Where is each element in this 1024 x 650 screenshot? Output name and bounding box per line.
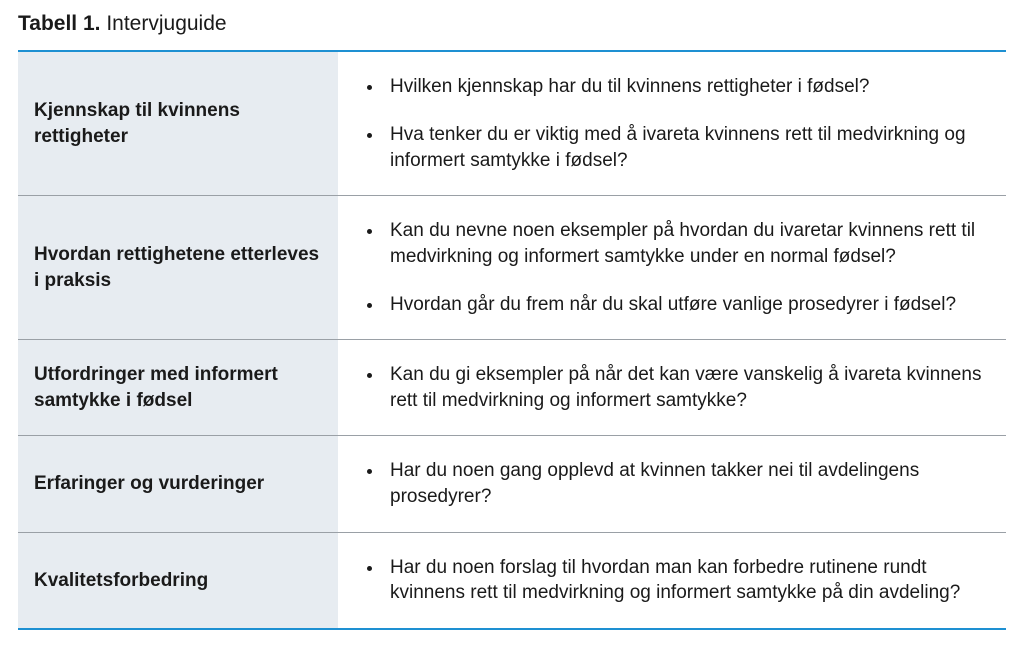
table-row: Kvalitetsforbedring Har du noen forslag … xyxy=(18,532,1006,628)
row-items-cell: Hvilken kjennskap har du til kvinnens re… xyxy=(338,52,1006,195)
row-items: Hvilken kjennskap har du til kvinnens re… xyxy=(344,70,992,177)
table-row: Hvordan rettighetene etterleves i praksi… xyxy=(18,196,1006,340)
table-caption: Tabell 1. Intervjuguide xyxy=(18,10,1006,38)
list-item: Har du noen gang opplevd at kvinnen takk… xyxy=(384,454,992,513)
table-row: Utfordringer med informert samtykke i fø… xyxy=(18,340,1006,436)
list-item: Hva tenker du er viktig med å ivareta kv… xyxy=(384,118,992,177)
row-items-cell: Kan du gi eksempler på når det kan være … xyxy=(338,340,1006,436)
row-items: Kan du gi eksempler på når det kan være … xyxy=(344,358,992,417)
table-body: Kjennskap til kvinnens rettigheter Hvilk… xyxy=(18,52,1006,628)
table-caption-title: Intervjuguide xyxy=(106,12,226,35)
row-items-cell: Har du noen forslag til hvordan man kan … xyxy=(338,532,1006,628)
row-items: Har du noen gang opplevd at kvinnen takk… xyxy=(344,454,992,513)
bottom-rule xyxy=(18,628,1006,630)
list-item: Kan du gi eksempler på når det kan være … xyxy=(384,358,992,417)
row-items: Har du noen forslag til hvordan man kan … xyxy=(344,551,992,610)
interview-guide-table: Kjennskap til kvinnens rettigheter Hvilk… xyxy=(18,52,1006,628)
table-caption-label: Tabell 1. xyxy=(18,12,100,35)
row-items: Kan du nevne noen eksempler på hvordan d… xyxy=(344,214,992,321)
row-heading: Erfaringer og vurderinger xyxy=(18,436,338,532)
row-items-cell: Har du noen gang opplevd at kvinnen takk… xyxy=(338,436,1006,532)
list-item: Kan du nevne noen eksempler på hvordan d… xyxy=(384,214,992,273)
row-heading: Utfordringer med informert samtykke i fø… xyxy=(18,340,338,436)
row-items-cell: Kan du nevne noen eksempler på hvordan d… xyxy=(338,196,1006,340)
row-heading: Kjennskap til kvinnens rettigheter xyxy=(18,52,338,195)
list-item: Hvordan går du frem når du skal utføre v… xyxy=(384,288,992,322)
row-heading: Hvordan rettighetene etterleves i praksi… xyxy=(18,196,338,340)
table-row: Erfaringer og vurderinger Har du noen ga… xyxy=(18,436,1006,532)
table-figure: Tabell 1. Intervjuguide Kjennskap til kv… xyxy=(0,0,1024,650)
list-item: Har du noen forslag til hvordan man kan … xyxy=(384,551,992,610)
table-row: Kjennskap til kvinnens rettigheter Hvilk… xyxy=(18,52,1006,195)
list-item: Hvilken kjennskap har du til kvinnens re… xyxy=(384,70,992,104)
row-heading: Kvalitetsforbedring xyxy=(18,532,338,628)
